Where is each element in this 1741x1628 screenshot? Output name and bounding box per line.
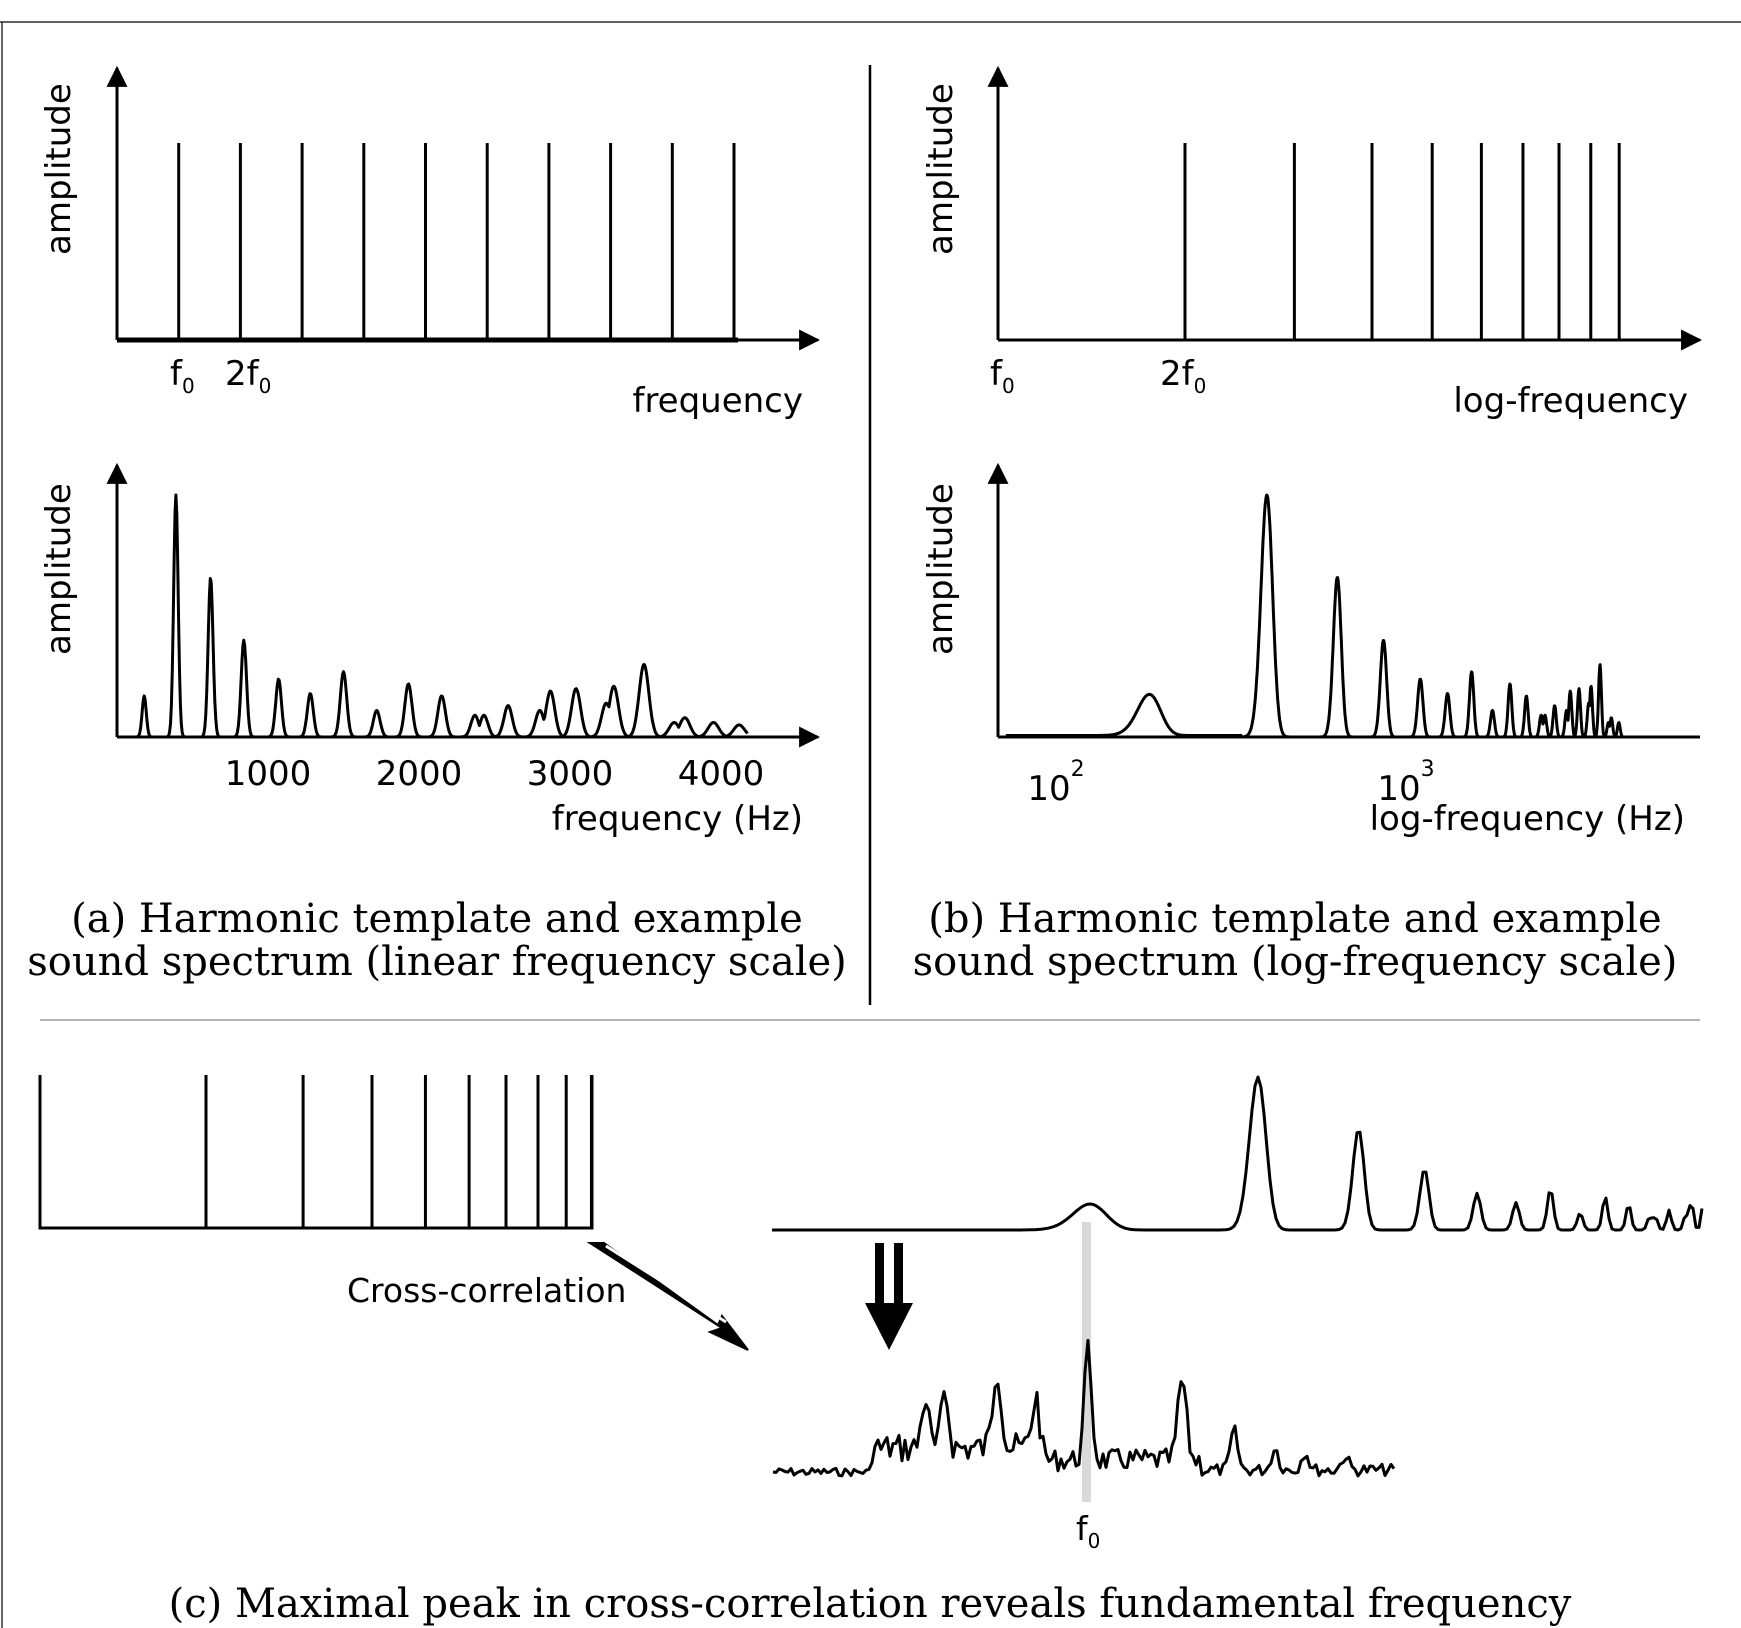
caption-line-2: sound spectrum (log-frequency scale) [913, 939, 1678, 985]
x-tick-labels: 1000 2000 3000 4000 [225, 754, 765, 794]
panel-c: Cross-correlation f0 (c) Maximal peak in… [38, 1075, 1704, 1627]
f0-label: f0 [1076, 1509, 1100, 1553]
caption-line-2: sound spectrum (linear frequency scale) [27, 939, 847, 985]
log-spectrum-line [772, 1075, 1704, 1232]
tick-label-2f0: 2f0 [225, 354, 271, 398]
x-tick-label: 2000 [376, 754, 463, 794]
harmonic-lines [1183, 143, 1621, 340]
panel-c-template [38, 1075, 594, 1230]
x-tick-label: 4000 [678, 754, 765, 794]
cross-correlation-arrow [586, 1242, 749, 1351]
x-axis-label: log-frequency (Hz) [1370, 799, 1685, 839]
x-tick-label: 3000 [527, 754, 614, 794]
tick-label-2f0: 2f0 [1160, 354, 1206, 398]
harmonic-lines [177, 143, 736, 340]
y-axis-label: amplitude [39, 83, 79, 255]
x-tick-label: 102 [1027, 757, 1084, 809]
x-axis-label: frequency [632, 381, 803, 421]
x-axis-label: log-frequency [1453, 381, 1688, 421]
y-axis-label: amplitude [921, 483, 961, 655]
y-axis-label: amplitude [39, 483, 79, 655]
caption-line-1: (a) Harmonic template and example [71, 896, 803, 942]
panel-b-template: amplitude log-frequency f0 2f0 [921, 65, 1703, 421]
template-frame [38, 1075, 594, 1230]
x-tick-label: 103 [1377, 757, 1434, 809]
panel-a-spectrum: 1000 2000 3000 4000 amplitude frequency (Hz… [39, 462, 821, 839]
caption-line-1: (b) Harmonic template and example [928, 896, 1661, 942]
spectrum-line [1004, 493, 1624, 739]
caption: (c) Maximal peak in cross-correlation re… [169, 1581, 1572, 1627]
x-axis-label: frequency (Hz) [552, 799, 803, 839]
panel-a: amplitude frequency f0 2f0 1000 2000 3000 4… [27, 65, 847, 985]
spectrum-line [116, 493, 749, 739]
panel-b: amplitude log-frequency f0 2f0 102 103 am… [913, 65, 1703, 985]
x-tick-labels: 102 103 [1027, 757, 1434, 809]
y-axis-label: amplitude [921, 83, 961, 255]
cross-correlation-label: Cross-correlation [347, 1271, 626, 1310]
panel-b-spectrum: 102 103 amplitude log-frequency (Hz) [921, 462, 1700, 839]
tick-label-f0: f0 [170, 354, 195, 398]
harmonic-lines [204, 1075, 593, 1228]
down-arrow [865, 1243, 913, 1350]
tick-label-f0: f0 [990, 354, 1015, 398]
panel-a-template: amplitude frequency f0 2f0 [39, 65, 821, 421]
cross-correlation-line [772, 1338, 1396, 1478]
x-tick-label: 1000 [225, 754, 312, 794]
